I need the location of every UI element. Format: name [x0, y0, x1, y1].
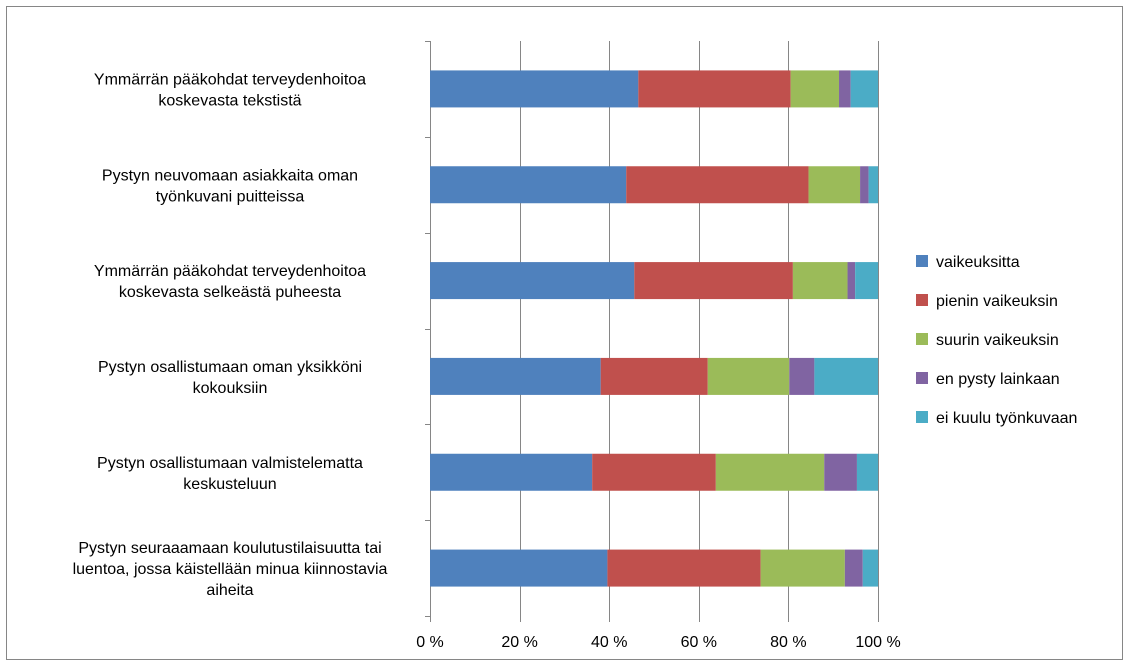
bar-segment	[715, 453, 825, 491]
bar-segment	[634, 262, 793, 300]
legend-label: ei kuulu työnkuvaan	[936, 410, 1077, 427]
bar-segment	[430, 70, 639, 108]
bar-segment	[862, 549, 878, 587]
bar-segment	[792, 262, 848, 300]
x-tick-label: 100 %	[855, 634, 900, 651]
bar-segment	[638, 70, 791, 108]
legend-swatch	[916, 333, 928, 345]
x-tick-label: 40 %	[591, 634, 627, 651]
bar-segment	[808, 166, 861, 204]
legend-swatch	[916, 294, 928, 306]
bar-segment	[850, 70, 878, 108]
axes	[425, 41, 879, 622]
category-label: Pystyn neuvomaan asiakkaita oman työnkuva…	[102, 167, 358, 205]
bar-segment	[855, 262, 878, 300]
legend-label: vaikeuksitta	[936, 254, 1020, 271]
x-tick-label: 0 %	[416, 634, 444, 651]
bar-segment	[430, 262, 635, 300]
bar-segment	[600, 357, 708, 395]
bar-segment	[707, 357, 790, 395]
bar-segment	[430, 453, 593, 491]
bar-segment	[856, 453, 878, 491]
bar-segment	[592, 453, 716, 491]
bar-segment	[607, 549, 761, 587]
bar-segment	[430, 357, 601, 395]
legend-label: suurin vaikeuksin	[936, 332, 1059, 349]
legend-swatch	[916, 411, 928, 423]
bar-segment	[789, 357, 815, 395]
legend-label: pienin vaikeuksin	[936, 293, 1058, 310]
bar-segment	[868, 166, 878, 204]
bar-segment	[626, 166, 809, 204]
bar-segment	[839, 70, 851, 108]
gridlines	[520, 41, 879, 616]
x-tick-labels: 0 % 20 % 40 % 60 % 80 % 100 %	[416, 634, 900, 651]
bar-segment	[844, 549, 863, 587]
bar-segment	[860, 166, 869, 204]
legend-swatch	[916, 372, 928, 384]
category-label: Pystyn osallistumaan oman yksikköni kokou…	[98, 359, 362, 397]
bar-segment	[824, 453, 857, 491]
category-label: Pystyn osallistumaan valmistelematta kesk…	[97, 455, 363, 493]
bar-segment	[790, 70, 840, 108]
x-tick-label: 60 %	[681, 634, 717, 651]
bar-segment	[814, 357, 878, 395]
bar-segment	[430, 166, 627, 204]
bar-segment	[847, 262, 856, 300]
bar-segment	[760, 549, 845, 587]
category-label: Ymmärrän pääkohdat terveydenhoitoa koskev…	[94, 263, 366, 301]
category-label: Pystyn seuraaamaan koulutustilaisuutta t…	[73, 540, 388, 599]
category-label: Ymmärrän pääkohdat terveydenhoitoa koskev…	[94, 71, 366, 109]
bar-segment	[430, 549, 608, 587]
bars	[430, 70, 878, 587]
x-tick-label: 20 %	[501, 634, 537, 651]
x-tick-label: 80 %	[770, 634, 806, 651]
legend-swatch	[916, 255, 928, 267]
category-labels: Ymmärrän pääkohdat terveydenhoitoa koskev…	[73, 71, 388, 599]
legend: vaikeuksitta pienin vaikeuksin suurin vaik…	[916, 254, 1077, 427]
legend-label: en pysty lainkaan	[936, 371, 1060, 388]
